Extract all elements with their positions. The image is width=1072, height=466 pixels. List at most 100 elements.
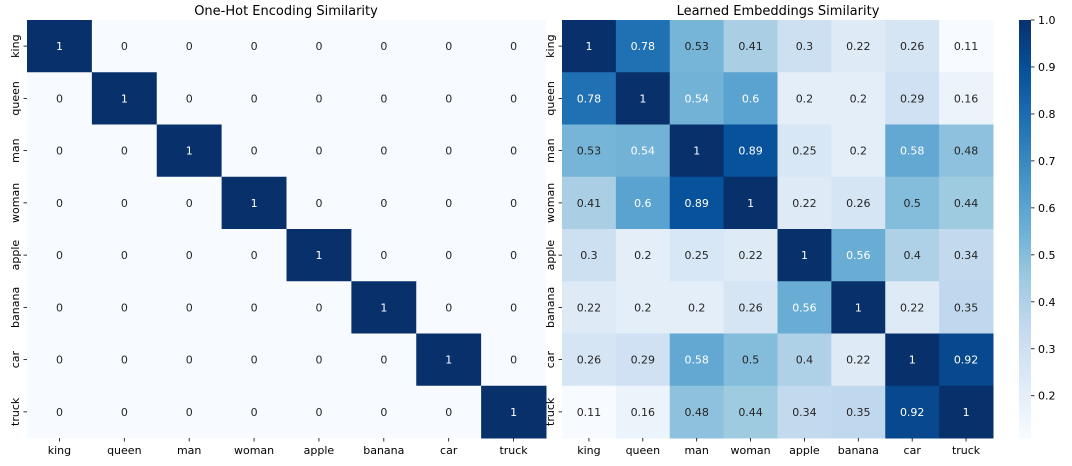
colorbar-tick-label: 0.2 [1038,390,1056,403]
x-tick-label: queen [626,444,660,457]
heatmap-cell [615,176,671,230]
heatmap-cell [939,229,994,282]
heatmap-cell [156,333,223,387]
heatmap-cell [723,333,778,387]
cell-value-label: 1 [909,354,916,367]
y-tick-label: apple [544,240,557,271]
heatmap-cell [723,124,778,178]
x-tick-label: king [48,444,71,457]
cell-value-label: 0.48 [954,145,979,158]
cell-value-label: 0 [121,249,128,262]
cell-value-label: 0.26 [846,197,871,210]
heatmap-cell [156,281,223,334]
heatmap-cell [831,281,886,334]
colorbar-segment [1019,337,1031,343]
heatmap-cell [27,72,93,125]
colorbar-segment [1019,137,1031,142]
heatmap-cell [777,20,832,73]
colorbar-segment [1019,153,1031,159]
cell-value-label: 0 [445,249,452,262]
heatmap-cell [831,333,886,387]
heatmap-cell [416,124,482,178]
colorbar-segment [1019,304,1031,310]
colorbar-segment [1019,325,1031,330]
heatmap-cell [481,20,547,73]
colorbar-segment [1019,291,1031,297]
heatmap-cell [156,20,223,73]
heatmap-cell [416,385,482,439]
cell-value-label: 0 [56,354,63,367]
left-title: One-Hot Encoding Similarity [194,4,378,19]
cell-value-label: 1 [121,92,128,105]
x-tick-label: banana [363,444,404,457]
cell-value-label: 0 [380,92,387,105]
colorbar-segment [1019,358,1031,364]
colorbar-segment [1019,412,1031,418]
y-tick-label: man [9,138,22,162]
colorbar-segment [1019,354,1031,360]
heatmap-cell [669,20,725,73]
heatmap-cell [351,72,417,125]
heatmap-cell [669,385,725,439]
colorbar-segment [1019,417,1031,422]
heatmap-cell [416,333,482,387]
cell-value-label: 0 [121,406,128,419]
cell-value-label: 0 [380,249,387,262]
colorbar-segment [1019,375,1031,381]
y-tick-label: queen [9,81,22,115]
cell-value-label: 0.78 [577,92,602,105]
cell-value-label: 0 [56,406,63,419]
heatmap-cell [615,385,671,439]
cell-value-label: 0 [56,92,63,105]
cell-value-label: 0.35 [954,301,979,314]
colorbar-segment [1019,425,1031,431]
cell-value-label: 0.89 [738,145,763,158]
heatmap-cell [286,333,352,387]
cell-value-label: 0 [251,301,258,314]
colorbar-segment [1019,40,1031,46]
heatmap-cell [351,281,417,334]
cell-value-label: 1 [315,249,322,262]
colorbar-segment [1019,32,1031,38]
colorbar-segment [1019,53,1031,59]
cell-value-label: 0.34 [792,406,817,419]
heatmap-cell [481,72,547,125]
colorbar-segment [1019,28,1031,34]
heatmap-cell [615,124,671,178]
colorbar-segment [1019,191,1031,197]
heatmap-cell [221,229,287,282]
cell-value-label: 0.92 [954,354,979,367]
heatmap-cell [723,229,778,282]
cell-value-label: 0 [186,92,193,105]
heatmap-cell [156,124,223,178]
heatmap-cell [91,124,158,178]
heatmap-cell [777,281,832,334]
cell-value-label: 0.2 [634,301,652,314]
y-tick-label: woman [544,183,557,223]
cell-value-label: 0.29 [631,354,656,367]
heatmap-cell [27,229,93,282]
colorbar-segment [1019,124,1031,130]
cell-value-label: 1 [855,301,862,314]
cell-value-label: 0 [56,249,63,262]
cell-value-label: 1 [251,197,258,210]
colorbar-segment [1019,316,1031,322]
heatmap-cell [939,20,994,73]
x-tick-label: woman [730,444,770,457]
colorbar-segment [1019,300,1031,305]
heatmap-cell [221,124,287,178]
colorbar-segment [1019,82,1031,88]
cell-value-label: 0.41 [577,197,602,210]
y-tick-label: apple [9,240,22,271]
cell-value-label: 0 [251,92,258,105]
heatmap-cell [777,333,832,387]
cell-value-label: 0.11 [577,406,602,419]
y-tick-label: king [544,34,557,57]
colorbar-segment [1019,283,1031,289]
heatmap-cell [777,229,832,282]
heatmap-cell [615,333,671,387]
heatmap-cell [615,229,671,282]
x-tick-label: apple [789,444,820,457]
cell-value-label: 0 [445,145,452,158]
